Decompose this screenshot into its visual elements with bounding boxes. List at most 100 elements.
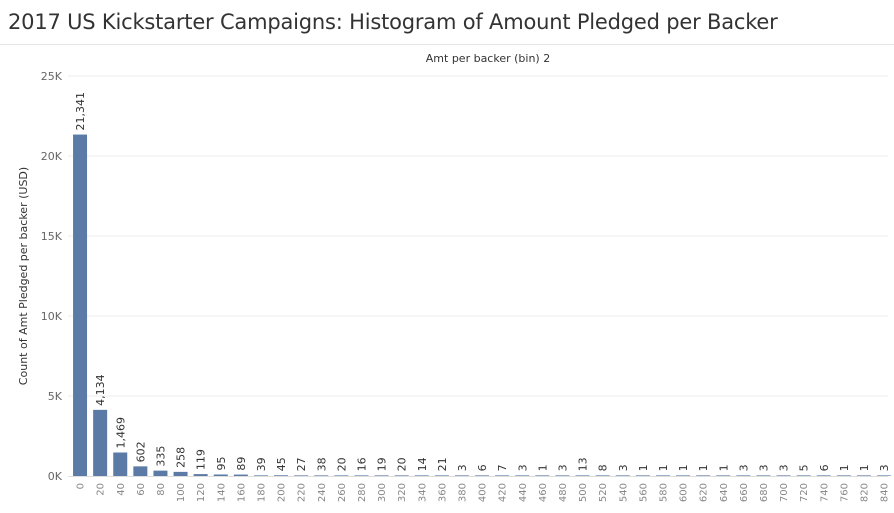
- x-tick-label: 280: [357, 483, 368, 502]
- bar-data-label: 95: [215, 456, 228, 470]
- bar-data-label: 3: [556, 464, 569, 471]
- histogram-bar[interactable]: [253, 475, 268, 476]
- x-tick-label: 460: [538, 483, 549, 502]
- x-tick-label: 20: [96, 483, 107, 496]
- bar-data-label: 3: [737, 464, 750, 471]
- x-tick-label: 820: [859, 483, 870, 502]
- histogram-bar[interactable]: [676, 475, 691, 476]
- histogram-bar[interactable]: [374, 475, 389, 476]
- bar-data-label: 20: [335, 457, 348, 471]
- x-tick-label: 600: [679, 483, 690, 502]
- histogram-bar[interactable]: [836, 475, 851, 476]
- histogram-bar[interactable]: [776, 475, 791, 476]
- histogram-bar[interactable]: [475, 475, 490, 476]
- x-tick-label: 580: [658, 483, 669, 502]
- bar-data-label: 7: [496, 464, 509, 471]
- histogram-bar[interactable]: [856, 475, 871, 476]
- x-tick-label: 360: [437, 483, 448, 502]
- bar-data-label: 27: [295, 457, 308, 471]
- x-tick-label: 560: [638, 483, 649, 502]
- x-tick-label: 120: [196, 483, 207, 502]
- histogram-bar[interactable]: [354, 475, 369, 476]
- histogram-bar[interactable]: [877, 475, 892, 476]
- histogram-bar[interactable]: [113, 452, 128, 476]
- x-tick-label: 300: [377, 483, 388, 502]
- bar-data-label: 39: [255, 457, 268, 471]
- x-tick-label: 840: [880, 483, 891, 502]
- bar-data-label: 16: [355, 457, 368, 471]
- histogram-bar[interactable]: [93, 409, 108, 476]
- histogram-bar[interactable]: [454, 475, 469, 476]
- bar-data-label: 4,134: [94, 374, 107, 406]
- bar-data-label: 20: [396, 457, 409, 471]
- y-axis-ticks: 0K 5K 10K 15K 20K 25K: [41, 70, 63, 483]
- histogram-bar[interactable]: [655, 475, 670, 476]
- histogram-bar[interactable]: [294, 475, 309, 476]
- x-tick-label: 100: [176, 483, 187, 502]
- histogram-bar[interactable]: [535, 475, 550, 476]
- bar-data-label: 3: [757, 464, 770, 471]
- x-tick-label: 520: [598, 483, 609, 502]
- bar-data-label: 89: [235, 457, 248, 471]
- x-tick-label: 440: [518, 483, 529, 502]
- y-tick-label: 10K: [41, 310, 63, 323]
- x-tick-label: 540: [618, 483, 629, 502]
- histogram-bar[interactable]: [615, 475, 630, 476]
- x-axis-title: Amt per backer (bin) 2: [426, 52, 550, 65]
- x-tick-label: 80: [156, 483, 167, 496]
- histogram-bar[interactable]: [213, 474, 228, 476]
- histogram-bar[interactable]: [233, 474, 248, 476]
- bar-data-label: 5: [798, 464, 811, 471]
- histogram-bar[interactable]: [414, 475, 429, 476]
- histogram-bar[interactable]: [635, 475, 650, 476]
- histogram-bar[interactable]: [575, 475, 590, 476]
- bar-data-label: 602: [134, 441, 147, 462]
- histogram-bar[interactable]: [334, 475, 349, 476]
- y-tick-label: 0K: [48, 470, 63, 483]
- histogram-bar[interactable]: [756, 475, 771, 476]
- x-tick-label: 40: [116, 483, 127, 496]
- bar-data-label: 6: [476, 464, 489, 471]
- x-tick-label: 620: [699, 483, 710, 502]
- x-tick-label: 160: [236, 483, 247, 502]
- x-tick-label: 220: [297, 483, 308, 502]
- bar-data-label: 1,469: [114, 417, 127, 449]
- x-tick-label: 660: [739, 483, 750, 502]
- histogram-bar[interactable]: [314, 475, 329, 476]
- bar-data-label: 1: [536, 464, 549, 471]
- histogram-bar[interactable]: [495, 475, 510, 476]
- histogram-bar[interactable]: [133, 466, 148, 476]
- histogram-bar[interactable]: [515, 475, 530, 476]
- histogram-bar[interactable]: [595, 475, 610, 476]
- histogram-bar[interactable]: [274, 475, 289, 476]
- chart-title: 2017 US Kickstarter Campaigns: Histogram…: [8, 10, 778, 34]
- histogram-bar[interactable]: [696, 475, 711, 476]
- y-tick-label: 15K: [41, 230, 63, 243]
- histogram-bar[interactable]: [153, 470, 168, 476]
- x-tick-label: 200: [277, 483, 288, 502]
- histogram-bar[interactable]: [173, 471, 188, 476]
- bar-data-label: 14: [416, 457, 429, 471]
- histogram-bar[interactable]: [193, 474, 208, 476]
- bar-data-label: 8: [597, 464, 610, 471]
- x-tick-label: 320: [397, 483, 408, 502]
- histogram-bar[interactable]: [736, 475, 751, 476]
- histogram-bar[interactable]: [394, 475, 409, 476]
- gridlines: [68, 75, 888, 477]
- y-tick-label: 5K: [48, 390, 63, 403]
- histogram-bar[interactable]: [555, 475, 570, 476]
- histogram-bar[interactable]: [434, 475, 449, 476]
- bar-data-label: 1: [717, 464, 730, 471]
- bar-data-label: 1: [838, 464, 851, 471]
- histogram-bar[interactable]: [816, 475, 831, 476]
- histogram-bar[interactable]: [796, 475, 811, 476]
- bar-data-label: 13: [577, 457, 590, 471]
- y-axis-title: Count of Amt Pledged per backer (USD): [17, 167, 30, 385]
- x-tick-label: 680: [759, 483, 770, 502]
- bar-data-label: 119: [195, 449, 208, 470]
- histogram-bar[interactable]: [716, 475, 731, 476]
- histogram-bar[interactable]: [73, 134, 88, 476]
- x-tick-label: 340: [417, 483, 428, 502]
